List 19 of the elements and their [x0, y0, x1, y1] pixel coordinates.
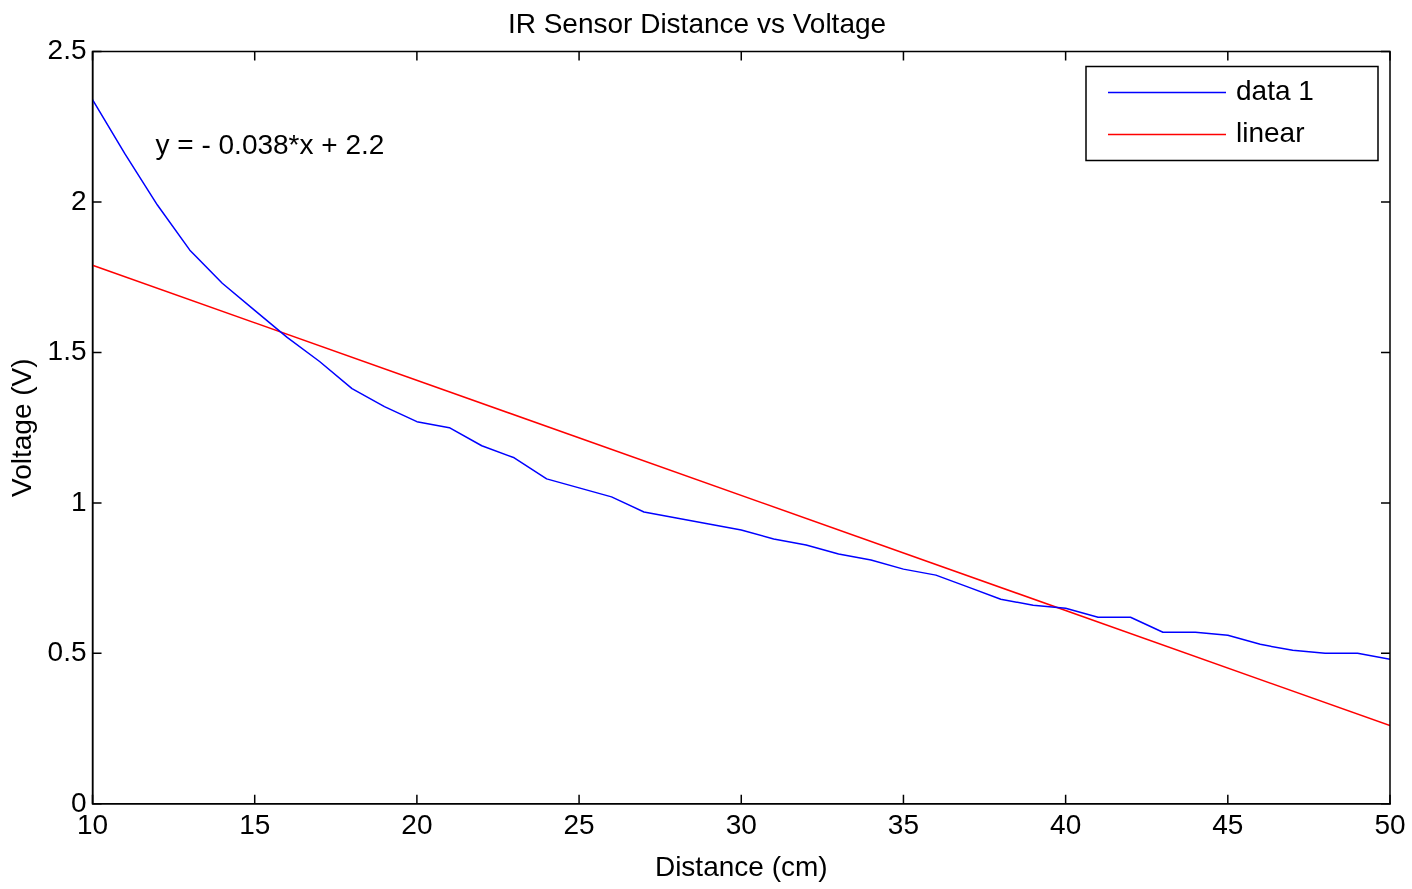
- x-tick-label: 15: [239, 809, 271, 841]
- y-tick-label: 1.5: [47, 335, 87, 367]
- x-tick-label: 50: [1374, 809, 1406, 841]
- chart-title: IR Sensor Distance vs Voltage: [507, 7, 887, 39]
- y-tick-label: 1: [70, 485, 87, 517]
- y-tick-label: 2.5: [47, 34, 87, 66]
- x-tick-label: 25: [563, 809, 595, 841]
- x-tick-label: 20: [401, 809, 433, 841]
- legend-label: data 1: [1236, 75, 1314, 107]
- x-axis-title: Distance (cm): [654, 850, 828, 882]
- y-axis-title: Voltage (V): [5, 358, 37, 497]
- annotation: y = - 0.038*x + 2.2: [155, 128, 385, 160]
- legend-label: linear: [1236, 117, 1305, 149]
- x-tick-label: 35: [887, 809, 920, 841]
- x-tick-label: 30: [725, 809, 757, 841]
- y-tick-label: 2: [70, 184, 87, 216]
- y-tick-label: 0.5: [47, 636, 87, 668]
- x-tick-label: 40: [1050, 809, 1082, 841]
- x-tick-label: 45: [1212, 809, 1244, 841]
